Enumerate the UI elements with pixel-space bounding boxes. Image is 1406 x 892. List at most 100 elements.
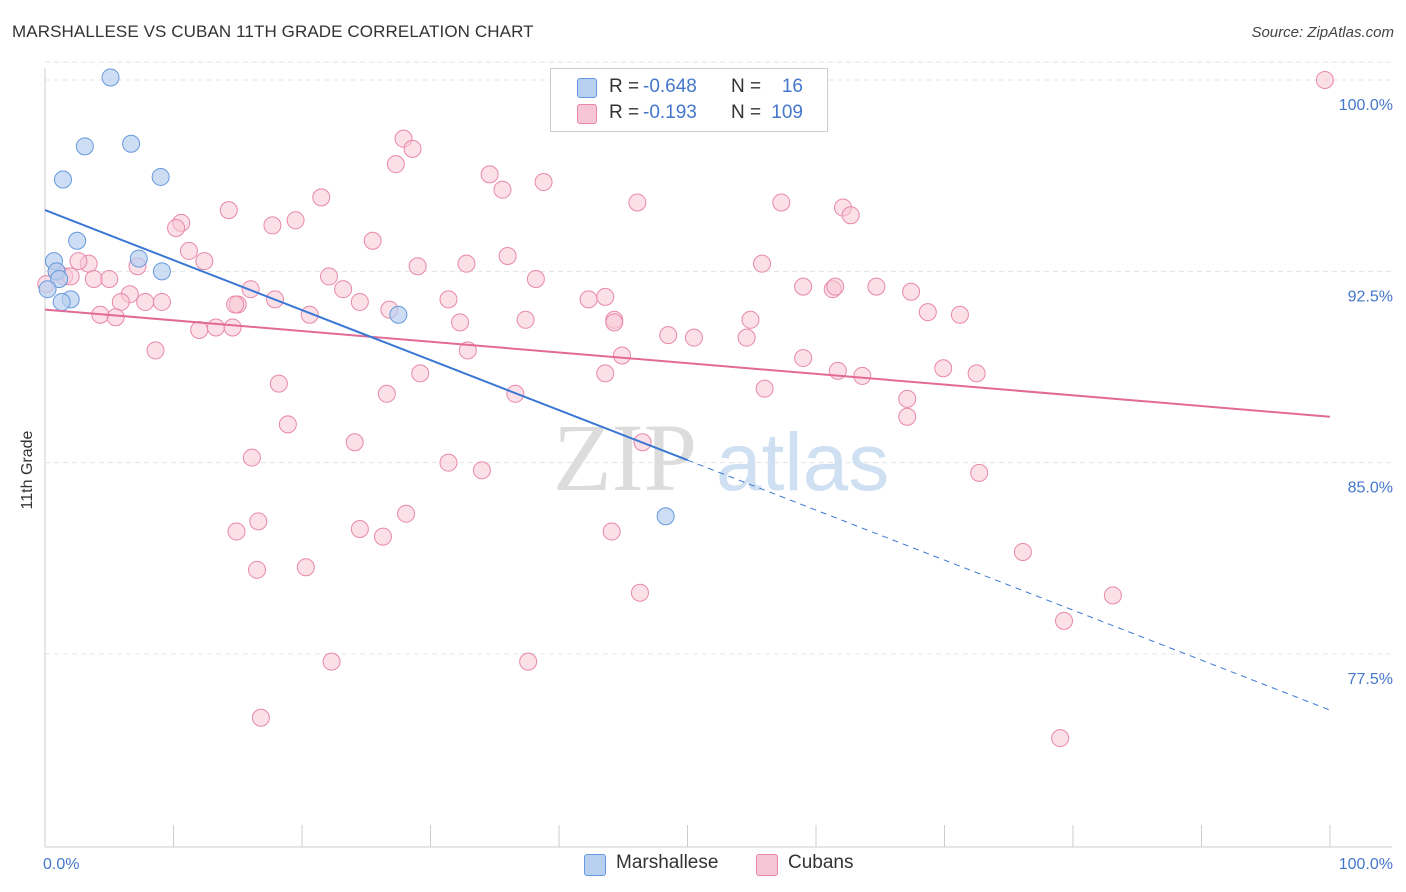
y-tick-label: 77.5%: [1348, 671, 1393, 688]
cubans-point: [106, 308, 125, 327]
cubans-point: [684, 328, 703, 347]
cubans-point: [970, 463, 989, 482]
marshallese-point: [52, 292, 71, 311]
cubans-point: [1315, 71, 1334, 89]
cubans-point: [439, 290, 458, 309]
cubans-point: [1013, 542, 1032, 561]
r-value: -0.193: [643, 102, 697, 123]
cubans-point: [1103, 586, 1122, 605]
y-tick-label: 92.5%: [1348, 288, 1393, 305]
marshallese-points: [38, 68, 675, 526]
x-tick-labels: 0.0% 100.0%: [43, 856, 1393, 873]
cubans-point: [480, 165, 499, 184]
x-axis-ticks: [44, 825, 1331, 847]
cubans-point: [397, 504, 416, 523]
cubans-trend-line: [44, 308, 1331, 418]
n-label: N =: [731, 76, 762, 97]
cubans-point: [628, 193, 647, 212]
cubans-point: [350, 292, 369, 311]
series-legend: Marshallese Cubans: [0, 852, 1406, 878]
cubans-point: [111, 292, 130, 311]
cubans-point: [457, 254, 476, 273]
cubans-point: [902, 282, 921, 301]
cubans-point: [249, 512, 268, 531]
legend-label: Marshallese: [616, 852, 719, 873]
r-label: R =: [609, 76, 640, 97]
trend-lines: [44, 209, 1331, 711]
cubans-point: [472, 461, 491, 480]
cubans-point: [322, 652, 341, 671]
legend-row-cubans: R = -0.193 N = 109: [551, 102, 827, 126]
watermark-zip: ZIP: [553, 404, 697, 511]
cubans-point: [918, 303, 937, 322]
cubans-point: [753, 254, 772, 273]
r-value: -0.648: [643, 76, 697, 97]
cubans-point: [179, 241, 198, 260]
watermark-atlas: atlas: [716, 417, 889, 508]
marshallese-point: [129, 249, 148, 268]
cubans-point: [498, 247, 517, 266]
cubans-point: [248, 560, 267, 579]
cubans-point: [516, 310, 535, 329]
marshallese-point: [656, 507, 675, 526]
cubans-point: [737, 328, 756, 347]
cubans-point: [451, 313, 470, 332]
cubans-point: [579, 290, 598, 309]
legend-label: Cubans: [788, 852, 854, 873]
marshallese-swatch: [584, 854, 606, 876]
cubans-point: [794, 277, 813, 296]
axes: [44, 68, 1392, 848]
cubans-point: [630, 583, 649, 602]
cubans-point: [950, 305, 969, 324]
marshallese-point: [75, 137, 94, 156]
cubans-point: [195, 252, 214, 271]
y-tick-label: 100.0%: [1339, 97, 1393, 114]
cubans-point: [596, 364, 615, 383]
cubans-point: [605, 313, 624, 332]
cubans-point: [152, 292, 171, 311]
cubans-point: [1055, 611, 1074, 630]
cubans-point: [227, 522, 246, 541]
cubans-point: [136, 292, 155, 311]
cubans-point: [296, 558, 315, 577]
cubans-point: [772, 193, 791, 212]
cubans-point: [493, 180, 512, 199]
cubans-point: [377, 384, 396, 403]
cubans-point: [319, 267, 338, 286]
n-value: 16: [781, 76, 803, 97]
cubans-point: [69, 252, 88, 271]
cubans-point: [659, 326, 678, 345]
cubans-point: [411, 364, 430, 383]
cubans-point: [826, 277, 845, 296]
marshallese-point: [50, 269, 69, 288]
legend-row-marshallese: R = -0.648 N = 16: [551, 76, 827, 100]
chart-title: MARSHALLESE VS CUBAN 11TH GRADE CORRELAT…: [12, 22, 534, 41]
cubans-point: [612, 346, 631, 365]
y-tick-label: 85.0%: [1348, 480, 1393, 497]
marshallese-swatch: [577, 78, 597, 98]
cubans-point: [898, 407, 917, 426]
cubans-point: [602, 522, 621, 541]
cubans-point: [853, 366, 872, 385]
marshallese-trend-extension: [687, 459, 1331, 711]
cubans-point: [794, 349, 813, 368]
cubans-point: [263, 216, 282, 235]
cubans-point: [534, 173, 553, 192]
cubans-swatch: [577, 104, 597, 124]
cubans-point: [755, 379, 774, 398]
correlation-legend: R = -0.648 N = 16 R = -0.193 N = 109: [550, 68, 828, 132]
n-label: N =: [731, 102, 762, 123]
cubans-point: [373, 527, 392, 546]
cubans-point: [223, 318, 242, 337]
cubans-point: [596, 287, 615, 306]
source-attribution: Source: ZipAtlas.com: [1251, 24, 1394, 41]
cubans-point: [312, 188, 331, 207]
cubans-point: [167, 218, 186, 237]
cubans-point: [967, 364, 986, 383]
cubans-point: [190, 321, 209, 340]
cubans-point: [334, 280, 353, 299]
y-tick-labels: 77.5% 85.0% 92.5% 100.0%: [1339, 97, 1393, 688]
cubans-point: [350, 519, 369, 538]
watermark: ZIP atlas: [553, 404, 889, 511]
